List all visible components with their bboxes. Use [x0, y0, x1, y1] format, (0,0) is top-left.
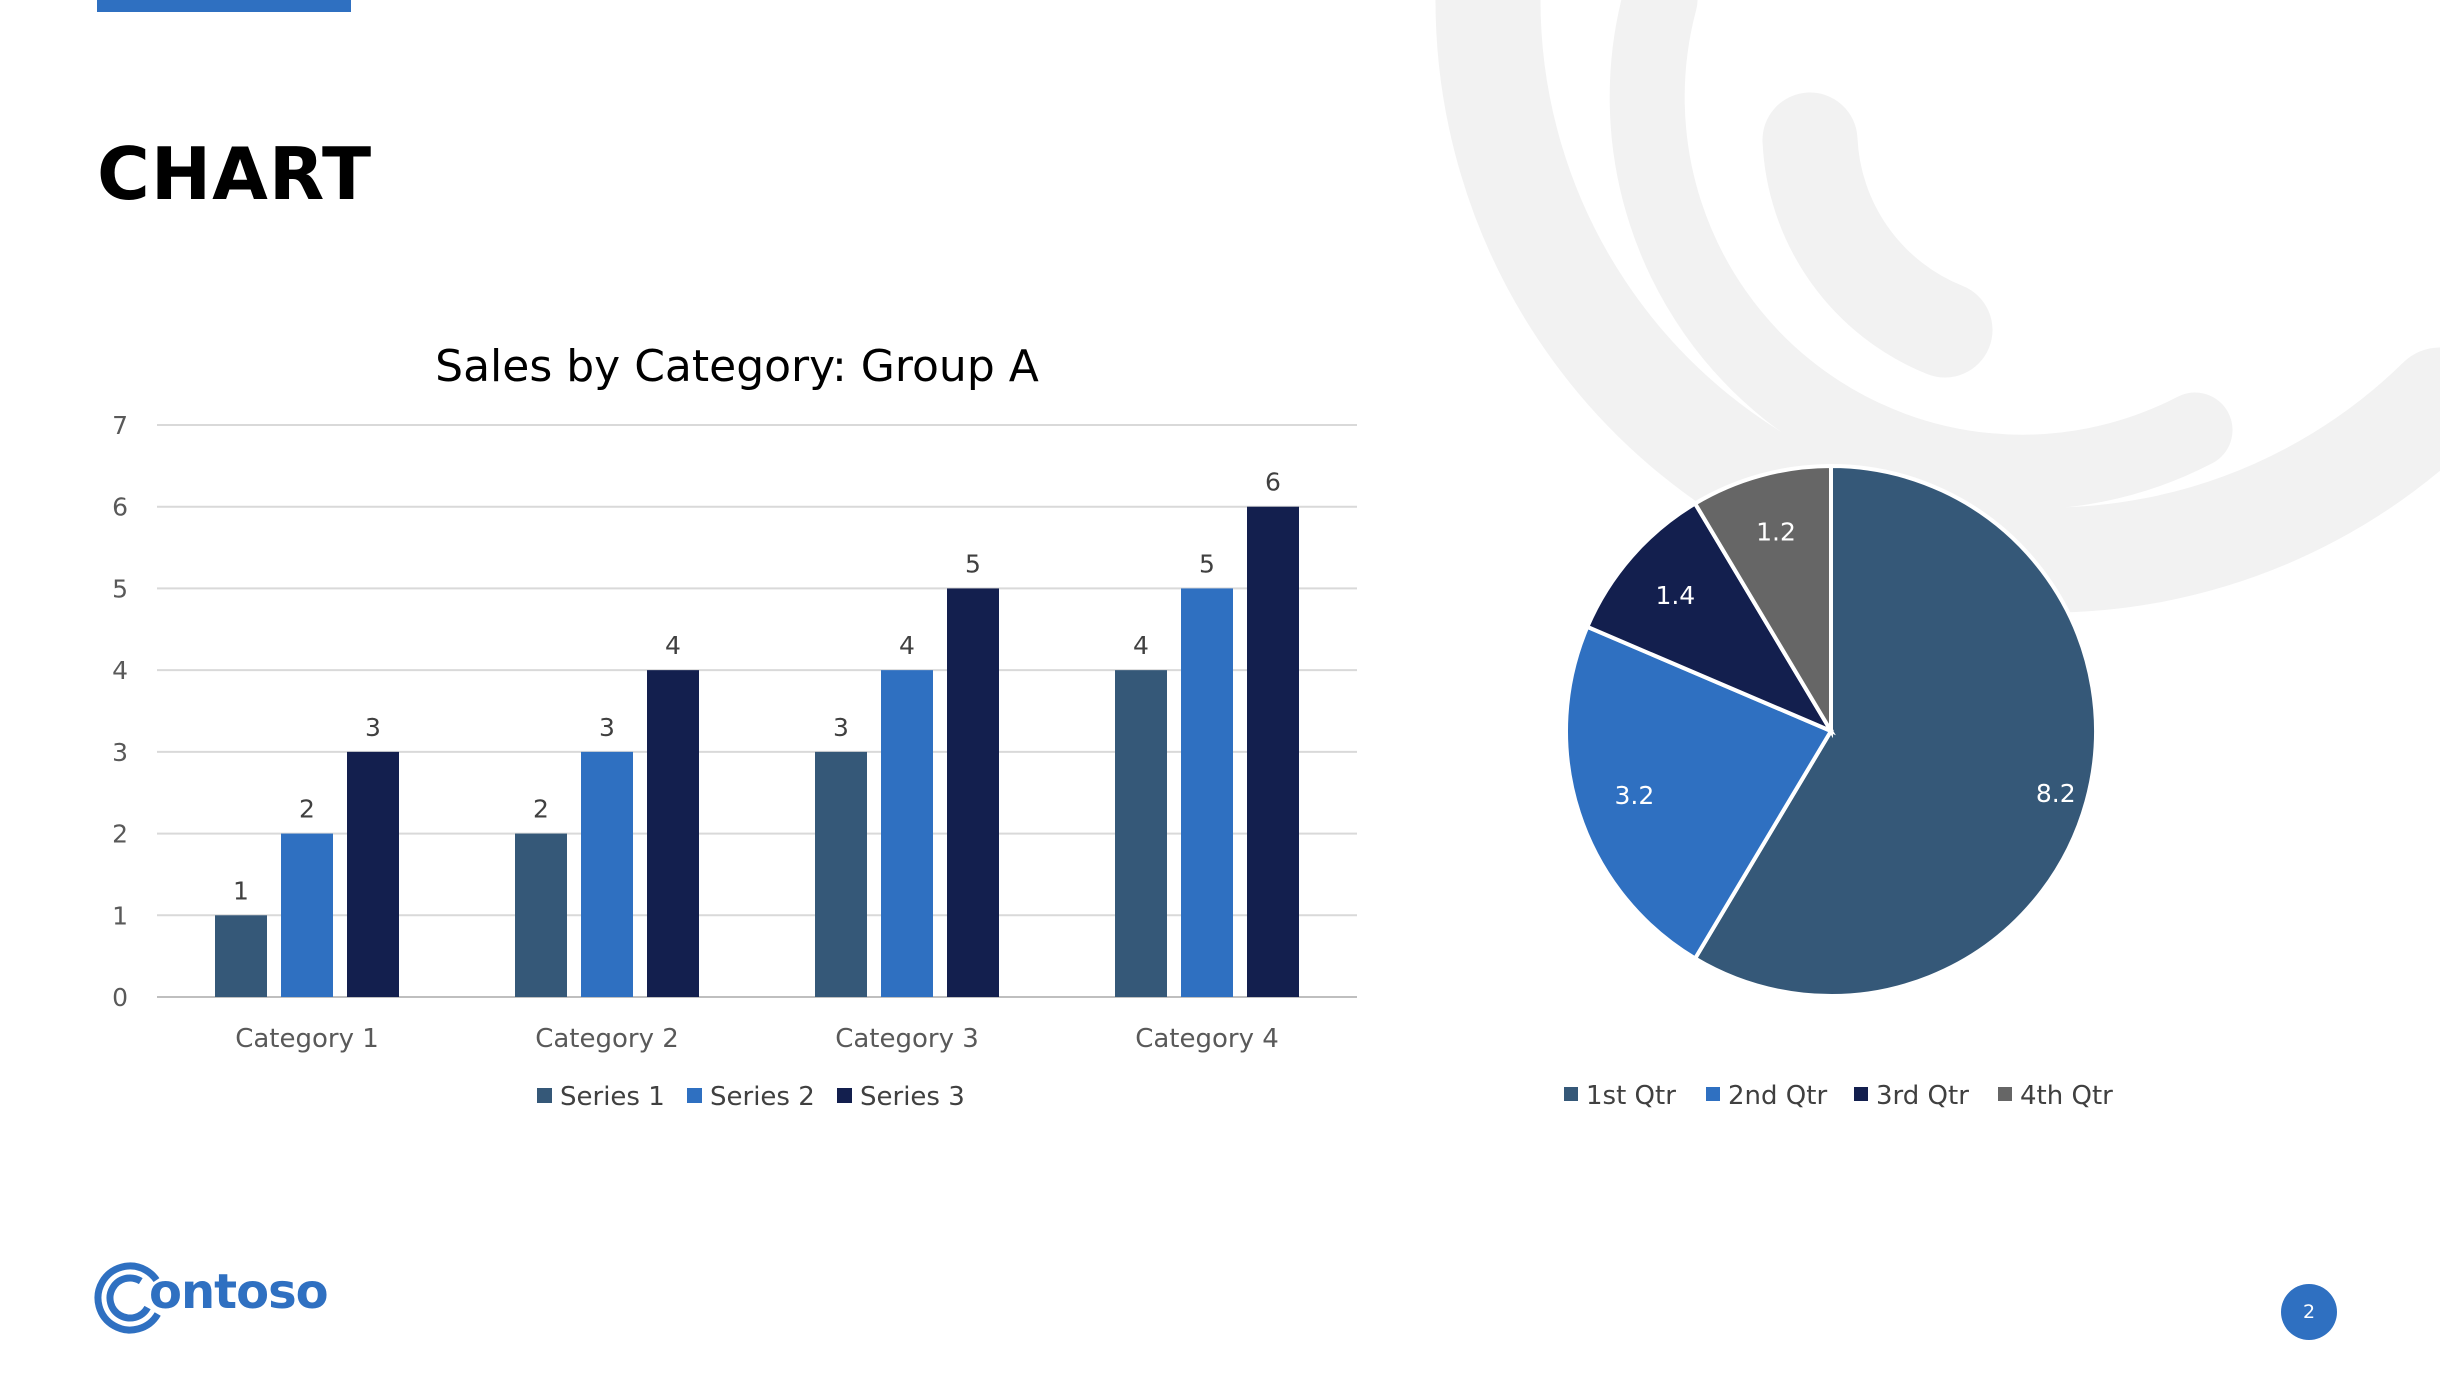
bar: [647, 670, 699, 997]
bar-data-label: 2: [533, 795, 549, 824]
pie-slice: [1692, 463, 2098, 998]
legend-label: Series 3: [860, 1082, 965, 1112]
logo-wordmark: ontoso: [149, 1264, 329, 1320]
y-tick-label: 0: [112, 983, 128, 1012]
bar: [1181, 588, 1233, 997]
y-tick-label: 2: [112, 820, 128, 849]
legend-swatch: [687, 1088, 702, 1103]
y-tick-label: 3: [112, 738, 128, 767]
bar-data-label: 4: [665, 631, 681, 660]
y-tick-label: 7: [112, 411, 128, 440]
pie-data-label: 1.2: [1756, 518, 1796, 547]
bar: [215, 915, 267, 997]
bar-data-label: 4: [899, 631, 915, 660]
x-tick-label: Category 3: [835, 1024, 979, 1054]
bar-data-label: 3: [599, 713, 615, 742]
bar-data-label: 2: [299, 795, 315, 824]
bar: [515, 833, 567, 997]
bar-data-label: 6: [1265, 468, 1281, 497]
pie-data-label: 3.2: [1615, 781, 1655, 810]
y-tick-label: 1: [112, 901, 128, 930]
bar: [881, 670, 933, 997]
x-tick-label: Category 1: [235, 1024, 379, 1054]
bar-chart-title: Sales by Category: Group A: [435, 341, 1039, 392]
legend-swatch: [1998, 1087, 2012, 1101]
pie-data-label: 8.2: [2036, 779, 2076, 808]
bar-data-label: 3: [833, 713, 849, 742]
legend-label: Series 2: [710, 1082, 815, 1112]
bar: [281, 833, 333, 997]
y-tick-label: 6: [112, 493, 128, 522]
bar: [1247, 506, 1299, 997]
legend-label: 1st Qtr: [1586, 1081, 1676, 1111]
x-tick-label: Category 2: [535, 1024, 679, 1054]
bar: [815, 751, 867, 997]
bar-data-label: 4: [1133, 631, 1149, 660]
contoso-logo-icon: [94, 1262, 162, 1334]
bar-data-label: 5: [1199, 549, 1215, 578]
contoso-logo: ontoso: [92, 1256, 329, 1340]
bar: [1115, 670, 1167, 997]
legend-swatch: [1564, 1087, 1578, 1101]
pie-slice: [1564, 624, 1834, 962]
pie-slice: [1692, 463, 1833, 739]
page-number-badge: 2: [2281, 1284, 2337, 1340]
legend-label: 2nd Qtr: [1728, 1081, 1827, 1111]
slide-title: CHART: [97, 132, 373, 216]
bar-data-label: 3: [365, 713, 381, 742]
pie-data-label: 1.4: [1655, 581, 1695, 610]
accent-bar: [97, 0, 351, 12]
legend-swatch: [1854, 1087, 1868, 1101]
legend-label: 4th Qtr: [2020, 1081, 2113, 1111]
y-tick-label: 5: [112, 574, 128, 603]
legend-label: Series 1: [560, 1082, 665, 1112]
legend-label: 3rd Qtr: [1876, 1081, 1969, 1111]
legend-swatch: [837, 1088, 852, 1103]
bar-data-label: 1: [233, 876, 249, 905]
legend-swatch: [537, 1088, 552, 1103]
y-tick-label: 4: [112, 656, 128, 685]
x-tick-label: Category 4: [1135, 1024, 1279, 1054]
legend-swatch: [1706, 1087, 1720, 1101]
bar: [581, 751, 633, 997]
bar-data-label: 5: [965, 549, 981, 578]
pie-slice: [1584, 500, 1836, 736]
bar: [947, 588, 999, 997]
bar: [347, 751, 399, 997]
